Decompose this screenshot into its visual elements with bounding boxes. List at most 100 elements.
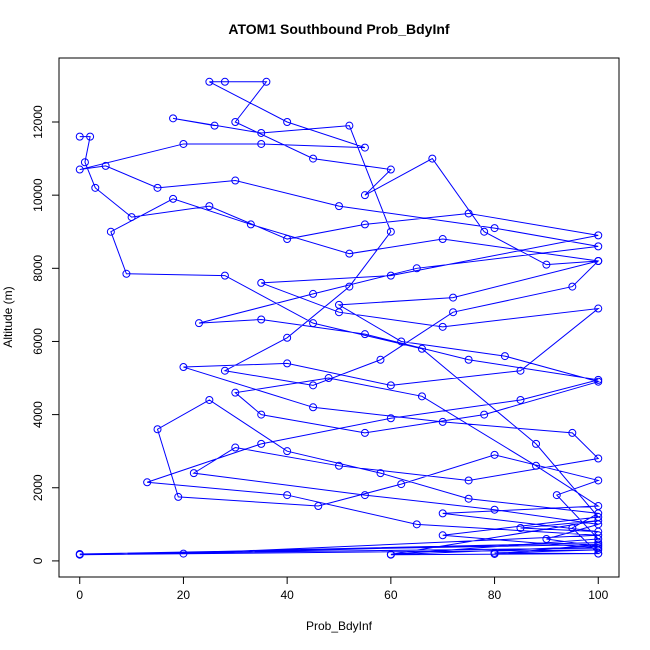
data-point xyxy=(86,132,95,141)
data-point xyxy=(376,469,385,478)
data-point xyxy=(360,428,369,437)
data-point xyxy=(594,509,603,518)
data-point xyxy=(449,293,458,302)
data-point xyxy=(594,534,603,543)
data-point xyxy=(490,549,499,558)
data-point xyxy=(594,377,603,386)
data-point xyxy=(106,227,115,236)
y-tick-label: 12000 xyxy=(31,105,45,139)
y-tick-label: 4000 xyxy=(31,401,45,428)
data-point xyxy=(594,549,603,558)
data-point xyxy=(480,410,489,419)
data-point xyxy=(80,158,89,167)
data-point xyxy=(309,381,318,390)
data-point xyxy=(283,118,292,127)
data-point xyxy=(335,202,343,211)
data-point xyxy=(220,77,229,86)
plot-frame xyxy=(58,57,620,578)
data-point xyxy=(283,333,292,342)
data-point xyxy=(257,278,266,287)
data-point xyxy=(153,183,162,192)
data-point xyxy=(594,256,603,265)
data-point xyxy=(143,478,152,487)
data-point xyxy=(309,289,318,298)
data-point xyxy=(417,344,426,353)
y-axis-label: Altitude (m) xyxy=(1,286,15,347)
y-tick-label: 0 xyxy=(31,557,45,564)
data-point xyxy=(397,480,406,489)
data-point xyxy=(532,461,541,470)
data-point xyxy=(464,355,473,364)
data-point xyxy=(257,128,266,137)
data-point xyxy=(205,77,214,86)
data-point xyxy=(127,213,136,222)
data-point xyxy=(283,359,292,368)
data-point xyxy=(220,366,229,375)
data-point xyxy=(345,121,354,130)
data-point xyxy=(594,242,603,251)
data-point xyxy=(231,388,240,397)
data-point xyxy=(568,282,577,291)
data-point xyxy=(283,491,292,500)
data-point xyxy=(231,176,240,185)
data-point xyxy=(257,410,266,419)
x-tick-label: 0 xyxy=(76,588,83,602)
data-point xyxy=(309,403,318,412)
data-point xyxy=(283,447,292,456)
data-point xyxy=(335,461,343,470)
data-point xyxy=(532,439,541,448)
data-point xyxy=(231,118,240,127)
data-point xyxy=(500,352,509,361)
data-point xyxy=(345,249,354,258)
data-point xyxy=(205,395,214,404)
data-point xyxy=(101,161,110,170)
data-point xyxy=(464,209,473,218)
x-tick-label: 20 xyxy=(177,588,191,602)
data-point xyxy=(412,520,421,529)
data-point xyxy=(360,220,369,229)
data-point xyxy=(386,414,395,423)
data-point xyxy=(490,505,499,514)
data-point xyxy=(91,183,100,192)
data-point xyxy=(309,154,318,163)
data-point xyxy=(179,139,188,148)
data-point xyxy=(594,513,603,522)
y-tick-label: 6000 xyxy=(31,328,45,355)
data-point xyxy=(205,202,214,211)
data-point xyxy=(449,308,458,317)
data-point xyxy=(75,132,84,141)
data-point xyxy=(568,523,577,532)
data-point xyxy=(257,439,266,448)
data-point xyxy=(195,319,203,328)
data-point xyxy=(542,260,551,269)
data-point xyxy=(594,304,603,313)
data-point xyxy=(153,425,162,434)
x-tick-label: 80 xyxy=(488,588,502,602)
data-point xyxy=(314,502,323,511)
data-point xyxy=(257,139,266,148)
data-point xyxy=(480,227,489,236)
chart-title: ATOM1 Southbound Prob_BdyInf xyxy=(228,21,449,37)
data-point xyxy=(552,491,561,500)
data-point xyxy=(542,534,551,543)
data-point xyxy=(257,315,266,324)
data-point xyxy=(412,264,421,273)
data-point xyxy=(516,523,525,532)
data-point xyxy=(179,363,188,372)
data-point xyxy=(568,428,577,437)
x-tick-label: 40 xyxy=(280,588,294,602)
data-point xyxy=(386,271,395,280)
data-point xyxy=(594,540,603,549)
data-point xyxy=(210,121,219,130)
y-tick-label: 10000 xyxy=(31,178,45,212)
data-point xyxy=(438,531,447,540)
data-point xyxy=(345,282,354,291)
data-point xyxy=(516,395,525,404)
data-line xyxy=(79,81,601,556)
data-point xyxy=(594,454,603,463)
data-point xyxy=(386,550,395,559)
data-point xyxy=(360,143,369,152)
y-tick-label: 2000 xyxy=(31,474,45,501)
data-point xyxy=(220,271,229,280)
